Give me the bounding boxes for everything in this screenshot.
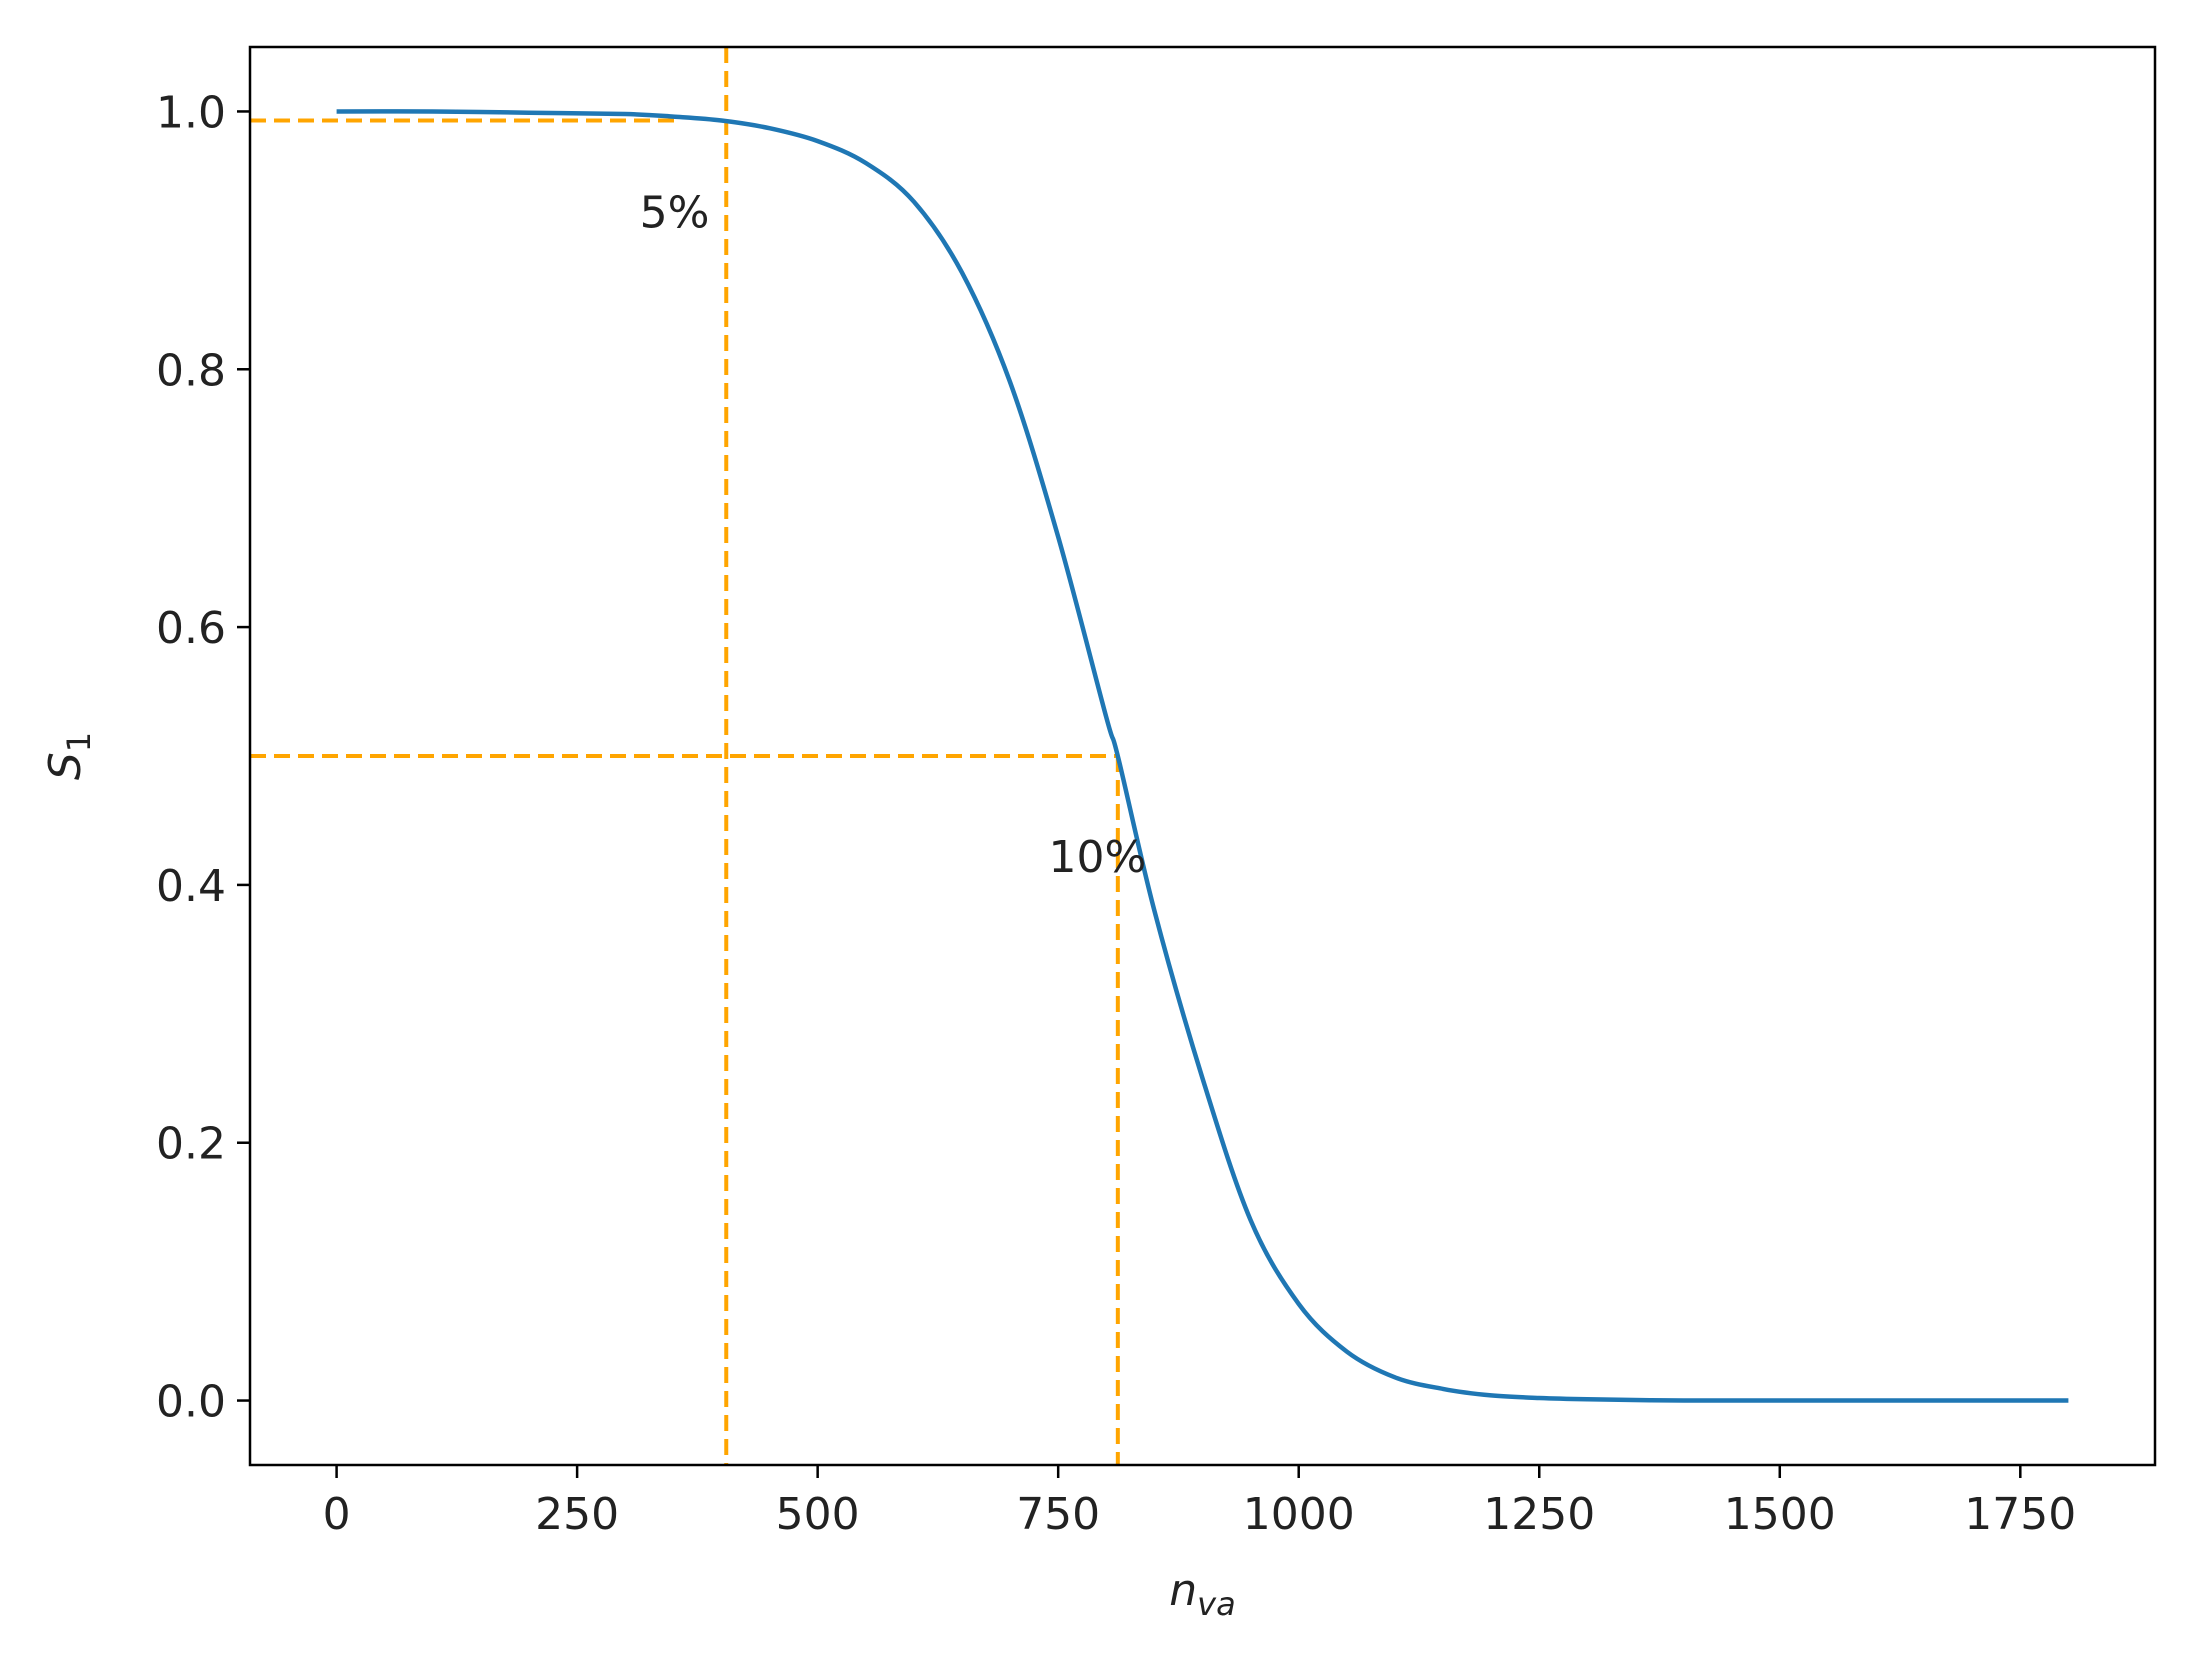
- x-tick-label: 1000: [1243, 1489, 1355, 1540]
- x-axis-label-main: n: [1169, 1565, 1197, 1616]
- annotation-2: 10%: [1049, 832, 1147, 883]
- x-tick-label: 1750: [1964, 1489, 2076, 1540]
- x-axis-ticks: 0 250 500 750 1000 1250 1500 1750: [323, 1465, 2076, 1540]
- x-tick-label: 1500: [1724, 1489, 1836, 1540]
- plot-frame: [248, 45, 2157, 1467]
- y-tick-label: 0.0: [156, 1377, 226, 1428]
- series-line-1: [336, 109, 2069, 1403]
- x-tick-label: 750: [1016, 1489, 1100, 1540]
- annotations: 5% 10%: [640, 187, 1147, 883]
- x-tick-label: 0: [323, 1489, 351, 1540]
- x-tick-label: 250: [535, 1489, 619, 1540]
- x-tick-label: 1250: [1483, 1489, 1595, 1540]
- y-axis-label-main: S: [40, 752, 91, 780]
- y-tick-label: 0.2: [156, 1119, 226, 1170]
- y-tick-label: 0.4: [156, 861, 226, 912]
- series-layer: [336, 109, 2069, 1403]
- reference-lines: [250, 47, 1120, 1465]
- y-axis-label: S1: [40, 732, 98, 780]
- x-axis-label-sub: va: [1197, 1585, 1236, 1623]
- y-tick-label: 0.8: [156, 345, 226, 396]
- y-axis-ticks: 0.0 0.2 0.4 0.6 0.8 1.0: [156, 87, 250, 1428]
- annotation-1: 5%: [640, 187, 710, 238]
- x-axis-label: nva: [1169, 1565, 1235, 1623]
- y-tick-label: 0.6: [156, 603, 226, 654]
- y-tick-label: 1.0: [156, 87, 226, 138]
- y-axis-label-sub: 1: [60, 732, 98, 752]
- x-tick-label: 500: [776, 1489, 860, 1540]
